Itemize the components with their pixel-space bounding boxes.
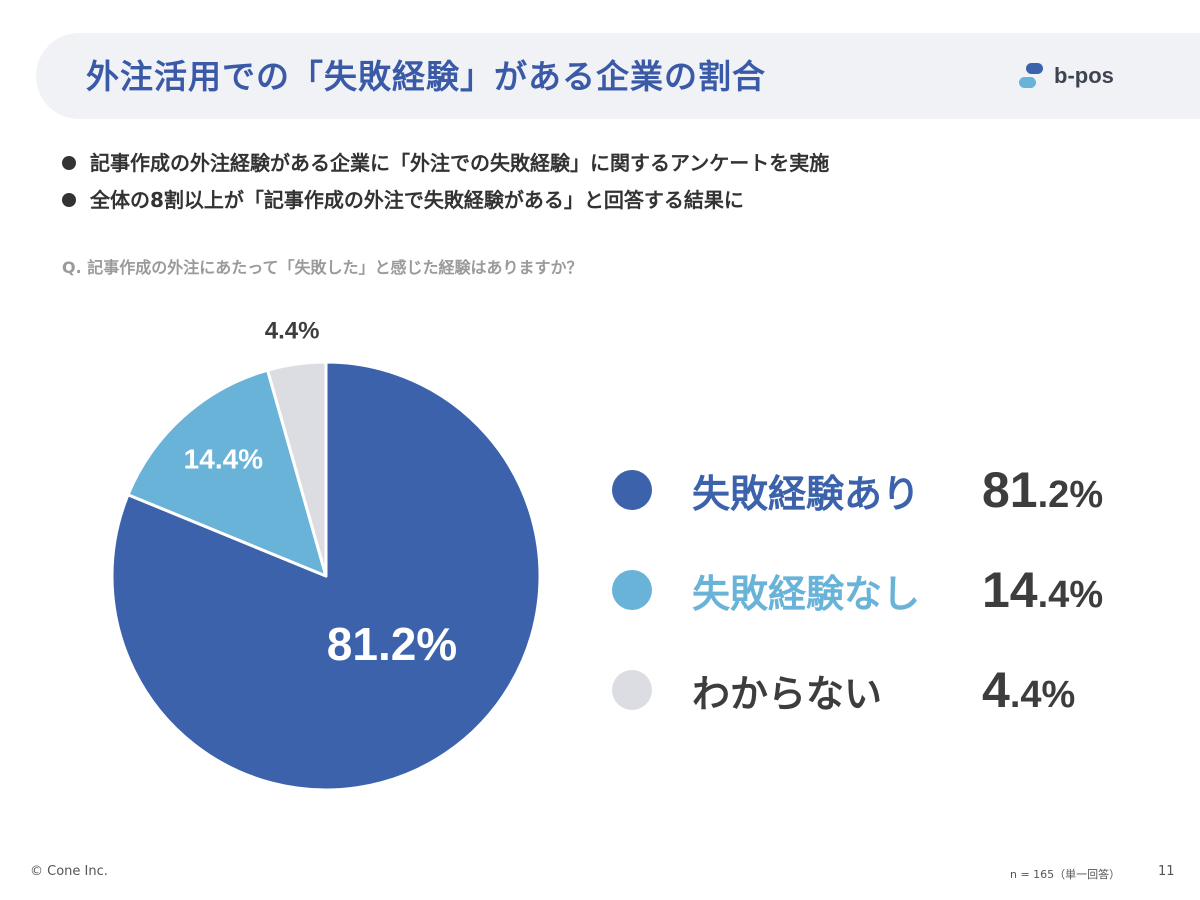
page-title: 外注活用での「失敗経験」がある企業の割合: [86, 57, 766, 96]
legend-label: 失敗経験あり: [692, 471, 921, 516]
bullet-item: 記事作成の外注経験がある企業に「外注での失敗経験」に関するアンケートを実施: [62, 148, 829, 185]
header-bar: [36, 33, 1200, 119]
pie-slice-1: [110, 360, 542, 792]
bullet-text: 全体の8割以上が「記事作成の外注で失敗経験がある」と回答する結果に: [90, 188, 744, 212]
copyright: © Cone Inc.: [30, 864, 108, 879]
legend-swatch: [612, 470, 652, 510]
summary-bullets: 記事作成の外注経験がある企業に「外注での失敗経験」に関するアンケートを実施 全体…: [62, 148, 829, 222]
legend-swatch: [612, 670, 652, 710]
legend-value: 14.4%: [982, 562, 1104, 618]
pie-slice-2: [126, 368, 328, 578]
legend-label: 失敗経験なし: [692, 571, 921, 616]
pie-slice-label-2: 14.4%: [184, 443, 263, 474]
page-number: 11: [1158, 864, 1175, 879]
legend-label: わからない: [692, 671, 883, 716]
bullet-item: 全体の8割以上が「記事作成の外注で失敗経験がある」と回答する結果に: [62, 185, 829, 222]
legend-item: 失敗経験あり 81.2%: [612, 440, 1172, 540]
chart-legend: 失敗経験あり 81.2% 失敗経験なし 14.4% わからない 4.4%: [612, 440, 1172, 740]
brand-logo: b-pos: [1018, 61, 1114, 91]
sample-size-note: n = 165（単一回答）: [1010, 868, 1121, 881]
survey-question: Q. 記事作成の外注にあたって「失敗した」と感じた経験はありますか？: [62, 258, 583, 277]
bullet-dot-icon: [62, 156, 76, 170]
pie-slice-label-1: 81.2%: [327, 618, 457, 670]
legend-value: 4.4%: [982, 662, 1076, 718]
pie-chart-svg: 81.2% 14.4% 4.4%: [110, 318, 542, 792]
b-pos-logo-icon: [1019, 63, 1043, 88]
pie-chart: 81.2% 14.4% 4.4%: [0, 300, 600, 820]
legend-item: 失敗経験なし 14.4%: [612, 540, 1172, 640]
bullet-text: 記事作成の外注経験がある企業に「外注での失敗経験」に関するアンケートを実施: [90, 151, 830, 175]
legend-value: 81.2%: [982, 462, 1104, 518]
logo-text: b-pos: [1054, 63, 1114, 88]
pie-slice-3: [266, 360, 328, 578]
pie-slice-label-3: 4.4%: [265, 318, 320, 345]
bullet-dot-icon: [62, 193, 76, 207]
legend-swatch: [612, 570, 652, 610]
legend-item: わからない 4.4%: [612, 640, 1172, 740]
